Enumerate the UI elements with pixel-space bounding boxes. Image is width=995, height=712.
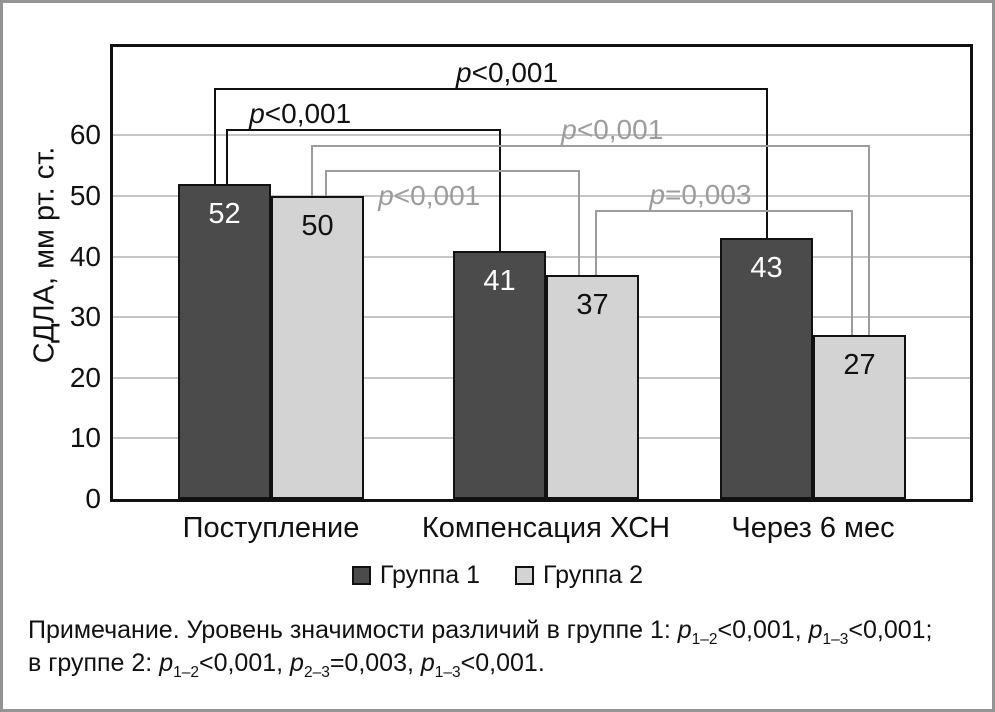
bar-группа-2-cat0: [271, 196, 364, 499]
significance-bracket-4-drop: [577, 169, 580, 275]
bar-группа-1-cat1: [453, 250, 546, 499]
y-tick-label-20: 20: [69, 361, 101, 393]
significance-bracket-5-top: [595, 209, 852, 212]
p-value-label: p<0,001: [456, 57, 559, 89]
significance-bracket-3-drop: [310, 144, 313, 196]
note-line-1: Примечание. Уровень значимости различий …: [28, 616, 933, 648]
bar-группа-1-cat2: [720, 238, 813, 499]
p-value-label: p<0,001: [378, 179, 481, 211]
significance-bracket-4-top: [325, 169, 579, 172]
y-tick-label-0: 0: [85, 483, 101, 514]
x-category-label-0: Поступление: [182, 512, 360, 544]
p-value-label: p=0,003: [649, 178, 752, 210]
legend-label-2: Группа 2: [543, 561, 644, 589]
legend-swatch-2: [515, 566, 534, 585]
p-value-label: p<0,001: [561, 113, 664, 145]
note-line-2: в группе 2: p1–2<0,001, p2–3=0,003, p1–3…: [28, 649, 545, 681]
gridline-60: [113, 134, 970, 137]
x-category-label-1: Компенсация ХСН: [421, 512, 671, 544]
chart-legend: Группа 1 Группа 2: [3, 561, 992, 590]
legend-label-1: Группа 1: [379, 561, 480, 589]
y-tick-label-40: 40: [69, 240, 101, 272]
bar-группа-1-cat0: [178, 183, 271, 499]
bar-группа-2-cat1: [546, 274, 639, 499]
figure-note: Примечание. Уровень значимости различий …: [28, 614, 968, 680]
legend-swatch-1: [351, 566, 371, 585]
bar-value-label: 27: [843, 349, 876, 382]
significance-bracket-1-drop: [213, 88, 216, 184]
significance-bracket-4-drop: [324, 169, 327, 196]
bar-value-label: 50: [301, 210, 334, 242]
legend-item-2: Группа 2: [515, 561, 643, 590]
bar-value-label: 43: [750, 252, 783, 285]
significance-bracket-2-top: [226, 128, 500, 131]
significance-bracket-1-top: [214, 88, 767, 91]
significance-bracket-2-drop: [498, 128, 501, 251]
bar-chart: СДЛА, мм рт. ст. 0 10 20 30 40 50 60 52 41 43 50 37…: [3, 3, 992, 709]
y-tick-label-10: 10: [69, 422, 101, 454]
bar-value-label: 37: [576, 288, 609, 321]
bar-группа-2-cat2: [813, 335, 906, 499]
significance-bracket-5-drop: [594, 209, 597, 275]
significance-bracket-3-top: [311, 144, 869, 147]
significance-bracket-1-drop: [765, 88, 768, 239]
p-value-label: p<0,001: [249, 97, 352, 129]
bar-value-label: 52: [208, 197, 241, 230]
significance-bracket-2-drop: [225, 128, 228, 184]
x-category-label-2: Через 6 мес: [731, 512, 895, 544]
y-tick-label-60: 60: [69, 119, 101, 151]
bar-value-label: 41: [483, 264, 516, 297]
gridline-50: [113, 195, 970, 197]
y-tick-label-50: 50: [69, 180, 101, 211]
significance-bracket-3-drop: [867, 144, 870, 336]
significance-bracket-5-drop: [850, 209, 853, 336]
y-tick-label-30: 30: [69, 301, 101, 333]
legend-item-1: Группа 1: [351, 561, 480, 590]
plot-frame: [110, 44, 973, 502]
